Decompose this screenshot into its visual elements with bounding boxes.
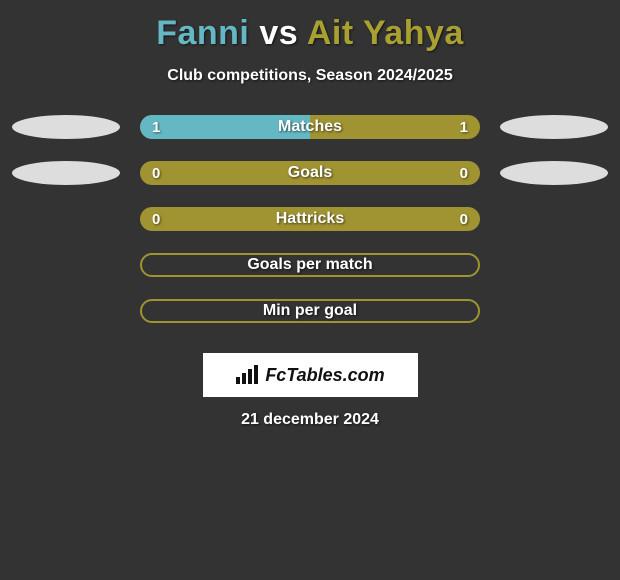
stat-label: Goals per match xyxy=(247,256,372,274)
stat-bar-outline: Goals per match xyxy=(140,253,480,277)
player2-ellipse xyxy=(500,161,608,185)
player1-name: Fanni xyxy=(156,14,249,52)
player1-ellipse xyxy=(12,161,120,185)
stat-label: Matches xyxy=(140,115,480,139)
side-gap xyxy=(12,207,120,231)
player1-ellipse xyxy=(12,115,120,139)
stat-bar-outline: Min per goal xyxy=(140,299,480,323)
logo-box: FcTables.com xyxy=(203,353,418,397)
comparison-card: Fanni vs Ait Yahya Club competitions, Se… xyxy=(0,0,620,429)
side-gap xyxy=(500,207,608,231)
title-vs: vs xyxy=(259,14,298,52)
stat-row: 00Goals xyxy=(12,161,608,185)
stat-label: Min per goal xyxy=(263,302,357,320)
subtitle: Club competitions, Season 2024/2025 xyxy=(167,67,452,85)
page-title: Fanni vs Ait Yahya xyxy=(156,14,464,53)
stats-rows: 11Matches 00Goals 00Hattricks Goals per mat… xyxy=(12,115,608,345)
stat-bar: 11Matches xyxy=(140,115,480,139)
logo: FcTables.com xyxy=(235,365,384,386)
stat-bar: 00Goals xyxy=(140,161,480,185)
stat-label: Goals xyxy=(140,161,480,185)
date-text: 21 december 2024 xyxy=(241,411,379,429)
stat-label: Hattricks xyxy=(140,207,480,231)
stat-bar: 00Hattricks xyxy=(140,207,480,231)
player2-name: Ait Yahya xyxy=(307,14,464,52)
stat-row: 00Hattricks xyxy=(12,207,608,231)
bar-chart-icon xyxy=(235,365,261,385)
logo-text: FcTables.com xyxy=(265,365,384,386)
player2-ellipse xyxy=(500,115,608,139)
stat-row: 11Matches xyxy=(12,115,608,139)
